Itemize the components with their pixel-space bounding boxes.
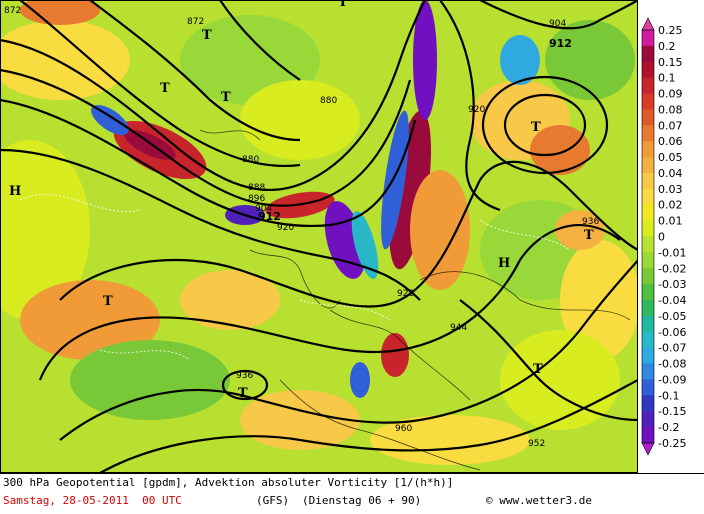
legend-tick-label: -0.03: [658, 278, 686, 291]
legend-tick-label: -0.01: [658, 246, 686, 259]
high-center: H: [9, 184, 21, 199]
high-center: H: [498, 256, 510, 271]
legend-swatch: [642, 252, 654, 269]
legend-swatch: [642, 77, 654, 95]
contour-label: 920: [468, 105, 485, 115]
contour-label: 872: [187, 17, 204, 27]
contour-label: 904: [255, 204, 272, 214]
legend-swatch: [642, 284, 654, 301]
legend-swatch: [642, 125, 654, 142]
legend-tick-label: 0.03: [658, 183, 683, 196]
legend-tick-label: 0.15: [658, 56, 683, 69]
legend-swatch: [642, 236, 654, 253]
legend-tick-label: -0.25: [658, 437, 686, 450]
contour-label: 928: [397, 289, 414, 299]
pressure-centers: T T T T T T T T T H H: [9, 0, 594, 401]
contour-label: 888: [248, 183, 265, 193]
legend-swatch: [642, 363, 654, 380]
legend-swatch: [642, 141, 654, 158]
legend-swatch: [642, 204, 654, 222]
legend-tick-label: 0.25: [658, 24, 683, 37]
contour-label: 904: [549, 19, 566, 29]
color-legend: 0.25 0.2 0.15 0.1 0.09 0.08 0.07 0.06 0.05 0.04 0.…: [641, 17, 686, 456]
vorticity-field: [0, 0, 638, 465]
legend-swatch: [642, 411, 654, 428]
legend-swatch: [642, 347, 654, 365]
low-center: T: [202, 28, 212, 43]
contour-label: 896: [248, 194, 265, 204]
contour-label: 920: [277, 223, 294, 233]
caption-title: 300 hPa Geopotential [gpdm], Advektion a…: [3, 476, 454, 489]
zero-lines: [19, 193, 571, 361]
legend-swatch: [642, 268, 654, 285]
low-center: T: [238, 386, 248, 401]
legend-tick-label: -0.02: [658, 262, 686, 275]
legend-tick-label: -0.15: [658, 405, 686, 418]
legend-swatch: [642, 300, 654, 317]
legend-swatch: [642, 45, 654, 63]
legend-tick-label: -0.1: [658, 389, 679, 402]
legend-swatch: [642, 379, 654, 396]
legend-tick-label: -0.07: [658, 342, 686, 355]
low-center: T: [103, 294, 113, 309]
legend-tick-label: -0.09: [658, 373, 686, 386]
low-center: T: [160, 81, 170, 96]
legend-tick-label: -0.08: [658, 358, 686, 371]
coastlines: [199, 129, 631, 471]
legend-tick-label: 0.04: [658, 167, 683, 180]
geopotential-contours: [0, 0, 638, 473]
legend-swatch: [642, 172, 654, 190]
legend-swatch: [642, 220, 654, 237]
contour-label: 872: [4, 6, 21, 16]
legend-swatch: [642, 157, 654, 174]
contour-label: 880: [320, 96, 337, 106]
map-caption: 300 hPa Geopotential [gpdm], Advektion a…: [0, 473, 704, 514]
legend-swatch: [642, 395, 654, 412]
caption-run: (Dienstag 06 + 90): [302, 494, 422, 507]
legend-tick-label: 0.02: [658, 199, 683, 212]
contour-label: 960: [395, 424, 412, 434]
low-center: T: [533, 362, 543, 377]
contour-label: 936: [582, 217, 599, 227]
legend-tick-label: -0.04: [658, 294, 686, 307]
legend-swatch: [642, 315, 654, 333]
legend-swatch: [642, 61, 654, 79]
legend-tick-label: -0.05: [658, 310, 686, 323]
contour-label: 936: [236, 371, 253, 381]
legend-swatch: [642, 188, 654, 206]
contour-label: 944: [450, 323, 467, 333]
low-center: T: [221, 90, 231, 105]
legend-tick-label: 0.1: [658, 72, 676, 85]
caption-date: Samstag, 28-05-2011 00 UTC: [3, 494, 182, 507]
low-center: T: [338, 0, 348, 10]
contour-label: 912: [549, 37, 572, 50]
caption-copyright[interactable]: © www.wetter3.de: [486, 494, 592, 507]
legend-swatch: [642, 93, 654, 110]
legend-bottom-arrow: [641, 442, 655, 456]
legend-tick-label: 0.08: [658, 103, 683, 116]
legend-swatch: [642, 109, 654, 126]
weather-map: 872 872 880 880 888 896 904 904 912 912 …: [0, 0, 638, 473]
caption-model: (GFS): [256, 494, 290, 507]
legend-tick-label: -0.2: [658, 421, 679, 434]
legend-top-arrow: [641, 17, 655, 31]
contour-label: 952: [528, 439, 545, 449]
low-center: T: [531, 120, 541, 135]
contour-label: 912: [258, 210, 281, 223]
legend-swatch: [642, 427, 654, 444]
low-center: T: [584, 228, 594, 243]
legend-tick-label: 0.2: [658, 40, 676, 53]
legend-tick-label: 0.06: [658, 135, 683, 148]
legend-tick-label: 0.07: [658, 119, 683, 132]
contour-label-group: 872 872 880 880 888 896 904 904 912 912 …: [4, 6, 599, 449]
legend-swatch: [642, 331, 654, 349]
legend-tick-label: 0.09: [658, 88, 683, 101]
legend-tick-label: -0.06: [658, 326, 686, 339]
contour-label: 880: [242, 155, 259, 165]
legend-swatch: [642, 30, 654, 47]
legend-tick-label: 0: [658, 231, 665, 244]
legend-tick-label: 0.01: [658, 215, 683, 228]
legend-tick-label: 0.05: [658, 151, 683, 164]
